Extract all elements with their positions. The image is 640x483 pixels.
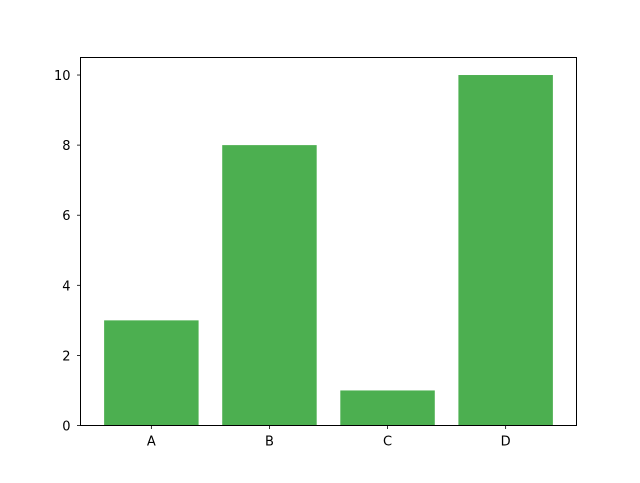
plot-frame bbox=[80, 57, 577, 426]
bars-group bbox=[104, 75, 553, 426]
bar-D bbox=[458, 75, 553, 426]
y-tick-label: 6 bbox=[62, 209, 70, 224]
x-tick-label: A bbox=[147, 435, 156, 450]
y-tick-label: 10 bbox=[54, 69, 71, 84]
x-tick-label: D bbox=[501, 435, 511, 450]
y-axis: 0 2 4 6 8 10 bbox=[54, 69, 81, 435]
y-tick-label: 8 bbox=[62, 139, 70, 154]
x-axis: A B C D bbox=[147, 425, 511, 450]
y-tick-label: 0 bbox=[62, 420, 70, 435]
x-tick-label: B bbox=[265, 435, 274, 450]
x-tick-label: C bbox=[383, 435, 392, 450]
bar-B bbox=[222, 145, 317, 426]
bar-C bbox=[340, 390, 435, 426]
y-tick-label: 2 bbox=[62, 349, 70, 364]
y-tick-label: 4 bbox=[62, 279, 70, 294]
bar-A bbox=[104, 320, 199, 426]
